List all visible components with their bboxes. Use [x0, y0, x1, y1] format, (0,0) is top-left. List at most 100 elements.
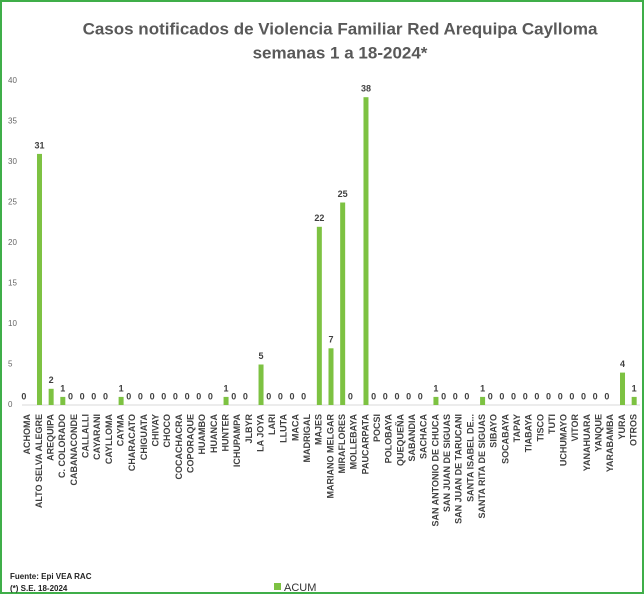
x-tick-label: PAUCARPATA	[360, 413, 370, 474]
value-label: 0	[558, 391, 563, 401]
value-label: 0	[243, 391, 248, 401]
x-tick-label: CABANACONDE	[69, 414, 79, 486]
y-tick-label: 10	[8, 319, 17, 328]
value-label: 0	[278, 391, 283, 401]
value-label: 0	[511, 391, 516, 401]
x-tick-label: SANTA ISABEL DE...	[465, 414, 475, 502]
x-tick-label: SANTA RITA DE SIGUAS	[477, 414, 487, 519]
value-label: 0	[21, 391, 26, 401]
value-label: 4	[620, 359, 625, 369]
value-label: 0	[80, 391, 85, 401]
value-label: 0	[499, 391, 504, 401]
value-label: 0	[418, 391, 423, 401]
x-tick-label: HUAMBO	[197, 414, 207, 455]
x-tick-label: ICHUPAMPA	[232, 414, 242, 468]
value-label: 0	[453, 391, 458, 401]
value-label: 1	[480, 383, 485, 393]
value-label: 0	[301, 391, 306, 401]
x-tick-label: JLBYR	[244, 414, 254, 444]
x-tick-label: UCHUMAYO	[559, 414, 569, 466]
x-tick-label: SABANDIA	[407, 414, 417, 462]
value-label: 0	[266, 391, 271, 401]
value-label: 0	[150, 391, 155, 401]
value-label: 0	[488, 391, 493, 401]
value-label: 0	[290, 391, 295, 401]
bar	[433, 396, 439, 405]
value-label: 0	[91, 391, 96, 401]
x-tick-label: HUNTER	[220, 414, 230, 452]
x-tick-label: LA JOYA	[255, 414, 265, 452]
value-label: 1	[433, 383, 438, 393]
bar	[480, 396, 486, 405]
value-label: 0	[231, 391, 236, 401]
value-label: 0	[441, 391, 446, 401]
x-tick-label: MACA	[290, 414, 300, 441]
y-tick-label: 30	[8, 157, 17, 166]
value-label: 0	[581, 391, 586, 401]
value-label: 0	[348, 391, 353, 401]
x-tick-label: MARIANO MELGAR	[325, 414, 335, 499]
value-label: 0	[394, 391, 399, 401]
x-tick-label: SIBAYO	[489, 414, 499, 448]
x-tick-label: C. COLORADO	[57, 414, 67, 478]
value-label: 0	[464, 391, 469, 401]
y-tick-label: 25	[8, 198, 17, 207]
chart-subtitle: semanas 1 a 18-2024*	[253, 43, 428, 62]
x-tick-label: YANQUE	[594, 414, 604, 452]
value-label: 0	[185, 391, 190, 401]
x-tick-label: LARI	[267, 414, 277, 435]
x-tick-label: YANAHUARA	[582, 414, 592, 472]
x-tick-label: TIABAYA	[524, 414, 534, 453]
x-tick-label: SAN JUAN DE TARUCANI	[454, 414, 464, 524]
x-tick-label: TUTI	[547, 414, 557, 434]
x-tick-label: SOCABAYA	[500, 414, 510, 464]
y-tick-label: 35	[8, 117, 17, 126]
value-label: 38	[361, 84, 371, 94]
value-label: 7	[328, 335, 333, 345]
value-label: 0	[383, 391, 388, 401]
bar	[118, 396, 124, 405]
bar	[340, 202, 346, 405]
bar	[223, 396, 229, 405]
bar	[328, 348, 334, 405]
bar	[258, 364, 264, 405]
x-tick-label: CHOCO	[162, 414, 172, 448]
value-label: 0	[103, 391, 108, 401]
value-label: 0	[138, 391, 143, 401]
bar	[631, 396, 637, 405]
value-label: 5	[259, 351, 264, 361]
x-tick-label: CAYMA	[115, 414, 125, 447]
note: (*) S.E. 18-2024	[10, 584, 68, 593]
note: Fuente: Epi VEA RAC	[10, 572, 92, 581]
x-tick-label: YARABAMBA	[605, 414, 615, 473]
value-label: 0	[371, 391, 376, 401]
x-tick-label: MOLLEBAYA	[349, 414, 359, 470]
bar	[36, 153, 42, 405]
value-label: 25	[338, 189, 348, 199]
y-tick-label: 15	[8, 279, 17, 288]
value-label: 0	[593, 391, 598, 401]
x-tick-label: CHARACATO	[127, 414, 137, 471]
y-tick-label: 20	[8, 238, 17, 247]
x-tick-label: CALLALLI	[81, 414, 91, 458]
value-label: 0	[546, 391, 551, 401]
x-tick-label: CAYLLOMA	[104, 414, 114, 465]
x-tick-label: MAJES	[314, 414, 324, 445]
bar	[363, 97, 369, 405]
x-tick-label: HUANCA	[209, 414, 219, 453]
x-tick-label: CHIGUATA	[139, 414, 149, 461]
value-label: 0	[534, 391, 539, 401]
x-tick-label: SACHACA	[419, 413, 429, 459]
x-tick-label: ACHOMA	[22, 414, 32, 455]
x-tick-label: COCACHACRA	[174, 414, 184, 480]
value-label: 0	[604, 391, 609, 401]
bar	[316, 226, 322, 405]
value-label: 31	[34, 140, 44, 150]
x-tick-label: OTROS	[629, 414, 639, 446]
value-label: 2	[49, 375, 54, 385]
value-label: 0	[406, 391, 411, 401]
x-tick-label: SAN ANTONIO DE CHUCA	[430, 414, 440, 527]
x-tick-label: TAPAY	[512, 414, 522, 442]
bar	[60, 396, 66, 405]
